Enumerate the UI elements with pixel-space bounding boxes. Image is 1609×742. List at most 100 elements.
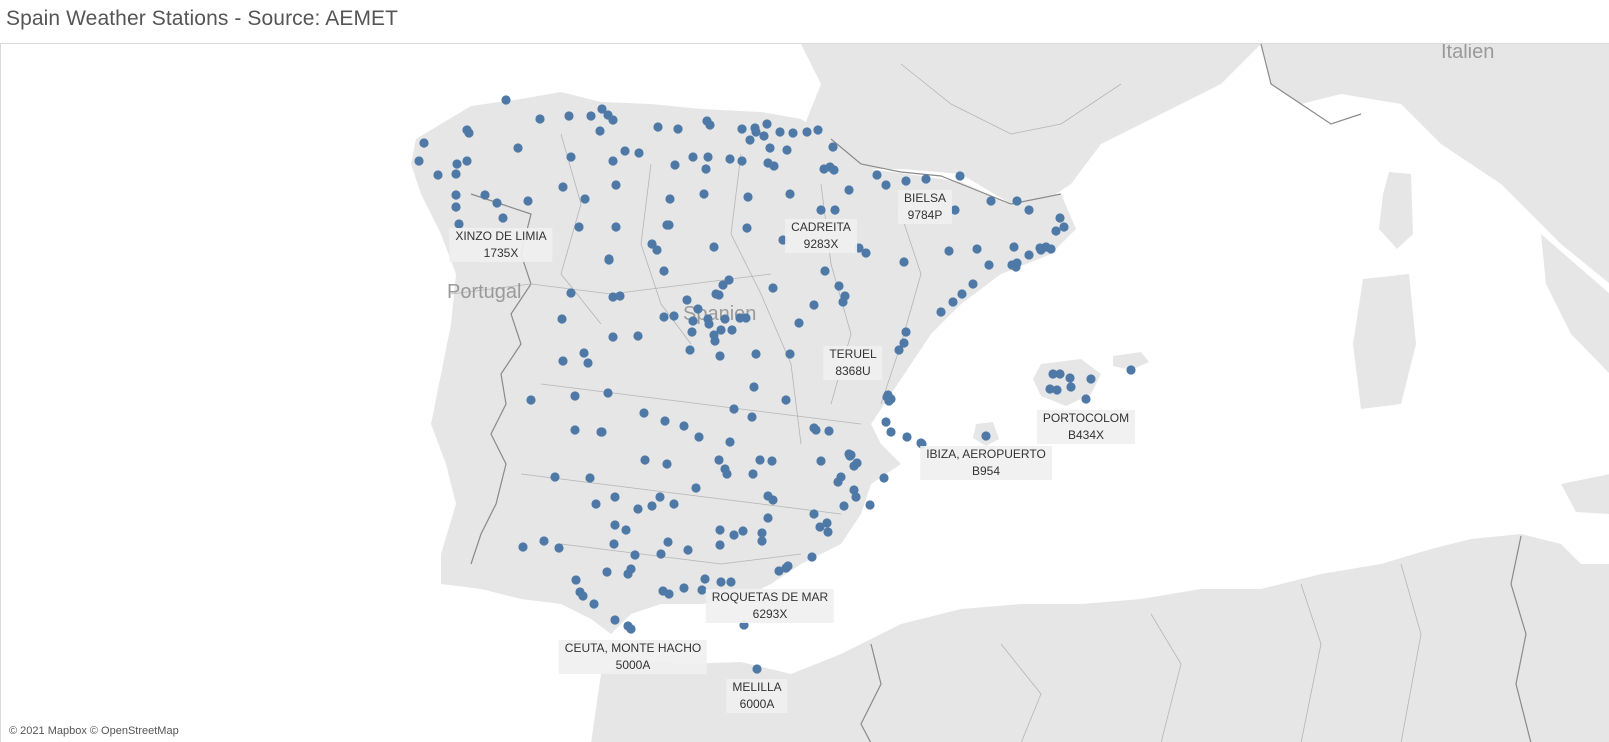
map-canvas[interactable]: Italien Portugal Spanien [1,44,1609,742]
station-marker[interactable] [1036,245,1046,255]
station-marker[interactable] [916,438,926,448]
station-marker[interactable] [944,246,954,256]
station-marker[interactable] [451,169,461,179]
station-marker[interactable] [610,615,620,625]
station-marker[interactable] [1051,226,1061,236]
station-label-ibiza[interactable]: IBIZA, AEROPUERTO B954 [920,446,1052,480]
station-marker[interactable] [774,566,784,576]
station-marker[interactable] [751,127,761,137]
station-label-roquetas[interactable]: ROQUETAS DE MAR 6293X [705,589,835,623]
station-marker[interactable] [757,528,767,538]
station-marker[interactable] [685,345,695,355]
station-marker[interactable] [828,142,838,152]
station-marker[interactable] [451,190,461,200]
station-marker[interactable] [763,491,773,501]
station-marker[interactable] [611,180,621,190]
station-marker[interactable] [586,111,596,121]
station-marker[interactable] [709,242,719,252]
station-marker[interactable] [664,589,674,599]
station-marker[interactable] [620,146,630,156]
station-marker[interactable] [752,664,762,674]
station-marker[interactable] [604,255,614,265]
station-marker[interactable] [1066,382,1076,392]
station-marker[interactable] [558,356,568,366]
station-marker[interactable] [825,162,835,172]
station-marker[interactable] [1055,213,1065,223]
station-marker[interactable] [809,509,819,519]
station-marker[interactable] [597,104,607,114]
station-marker[interactable] [574,222,584,232]
station-marker[interactable] [480,190,490,200]
station-marker[interactable] [583,358,593,368]
station-marker[interactable] [852,458,862,468]
station-marker[interactable] [454,219,464,229]
station-marker[interactable] [550,472,560,482]
station-marker[interactable] [788,128,798,138]
station-marker[interactable] [849,485,859,495]
station-marker[interactable] [498,213,508,223]
station-marker[interactable] [691,483,701,493]
station-marker[interactable] [611,222,621,232]
station-marker[interactable] [715,540,725,550]
station-marker[interactable] [566,288,576,298]
station-marker[interactable] [809,300,819,310]
station-marker[interactable] [781,395,791,405]
station-marker[interactable] [640,455,650,465]
station-marker[interactable] [419,138,429,148]
station-marker[interactable] [433,170,443,180]
station-marker[interactable] [742,223,752,233]
station-marker[interactable] [688,152,698,162]
station-marker[interactable] [683,545,693,555]
station-marker[interactable] [603,388,613,398]
station-marker[interactable] [763,513,773,523]
station-label-teruel[interactable]: TERUEL 8368U [823,346,883,380]
station-marker[interactable] [670,160,680,170]
station-marker[interactable] [414,156,424,166]
station-marker[interactable] [802,127,812,137]
station-marker[interactable] [492,198,502,208]
station-marker[interactable] [639,408,649,418]
station-marker[interactable] [816,456,826,466]
station-marker[interactable] [597,427,607,437]
station-marker[interactable] [608,156,618,166]
station-marker[interactable] [660,416,670,426]
station-marker[interactable] [1126,365,1136,375]
station-marker[interactable] [861,248,871,258]
station-marker[interactable] [464,128,474,138]
station-marker[interactable] [881,180,891,190]
station-marker[interactable] [714,290,724,300]
station-marker[interactable] [883,390,893,400]
station-marker[interactable] [535,114,545,124]
station-marker[interactable] [615,291,625,301]
station-marker[interactable] [710,336,720,346]
station-marker[interactable] [665,194,675,204]
station-marker[interactable] [602,567,612,577]
station-marker[interactable] [785,349,795,359]
station-marker[interactable] [704,319,714,329]
station-marker[interactable] [608,115,618,125]
station-marker[interactable] [894,345,904,355]
station-marker[interactable] [452,159,462,169]
station-marker[interactable] [715,525,725,535]
station-marker[interactable] [1055,369,1065,379]
station-marker[interactable] [807,552,817,562]
station-marker[interactable] [1024,205,1034,215]
station-marker[interactable] [720,314,730,324]
station-marker[interactable] [609,539,619,549]
station-marker[interactable] [633,331,643,341]
station-marker[interactable] [526,395,536,405]
station-marker[interactable] [659,312,669,322]
station-marker[interactable] [653,122,663,132]
station-marker[interactable] [879,473,889,483]
station-marker[interactable] [716,325,726,335]
station-marker[interactable] [747,412,757,422]
station-marker[interactable] [697,585,707,595]
station-marker[interactable] [950,205,960,215]
map-view[interactable]: Italien Portugal Spanien XINZO DE LIMIA … [0,43,1609,742]
station-marker[interactable] [608,332,618,342]
station-label-cadreita[interactable]: CADREITA 9283X [785,219,857,253]
station-marker[interactable] [630,550,640,560]
station-marker[interactable] [591,499,601,509]
station-marker[interactable] [722,469,732,479]
station-marker[interactable] [610,520,620,530]
